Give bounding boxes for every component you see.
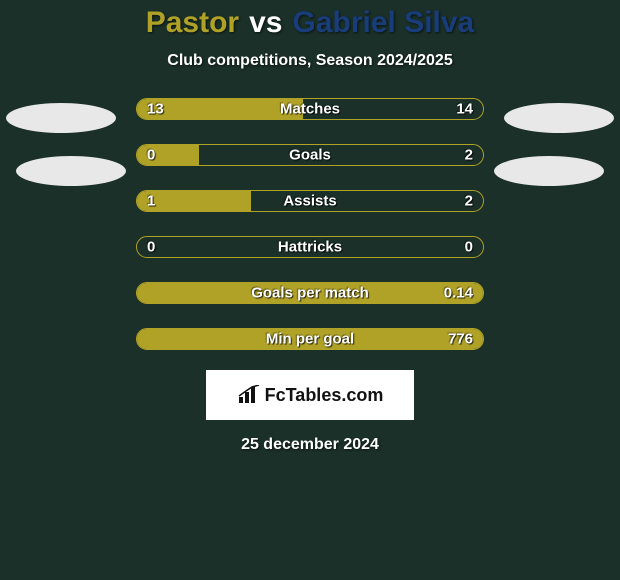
- stat-bar: 0 0 Hattricks: [136, 236, 484, 258]
- stat-right-value: 2: [465, 193, 473, 210]
- stat-left-value: 0: [147, 147, 155, 164]
- logo-text: FcTables.com: [265, 385, 384, 406]
- stat-label: Matches: [280, 101, 340, 118]
- stat-bar: 1 2 Assists: [136, 190, 484, 212]
- player2-name: Gabriel Silva: [292, 6, 474, 40]
- stat-label: Goals per match: [251, 285, 369, 302]
- vs-text: vs: [249, 6, 282, 40]
- date-text: 25 december 2024: [241, 436, 379, 454]
- player-photo-placeholder: [494, 156, 604, 186]
- bar-chart-icon: [237, 385, 261, 405]
- player-photo-placeholder: [16, 156, 126, 186]
- stat-right-value: 0: [465, 239, 473, 256]
- stat-label: Hattricks: [278, 239, 342, 256]
- stat-left-value: 13: [147, 101, 164, 118]
- player1-name: Pastor: [146, 6, 239, 40]
- stat-right-value: 14: [456, 101, 473, 118]
- subtitle: Club competitions, Season 2024/2025: [167, 52, 452, 70]
- stat-right-value: 0.14: [444, 285, 473, 302]
- comparison-title: Pastor vs Gabriel Silva: [146, 6, 475, 40]
- stat-bar: 0 2 Goals: [136, 144, 484, 166]
- stat-bar: 776 Min per goal: [136, 328, 484, 350]
- stat-right-value: 776: [448, 331, 473, 348]
- player-photo-placeholder: [504, 103, 614, 133]
- stats-area: 13 14 Matches 0 2 Goals 1 2 Assists 0 0 Hattricks 0.…: [0, 98, 620, 350]
- stat-right-value: 2: [465, 147, 473, 164]
- stat-label: Goals: [289, 147, 331, 164]
- fctables-logo: FcTables.com: [206, 370, 414, 420]
- stat-label: Min per goal: [266, 331, 354, 348]
- stat-bar: 0.14 Goals per match: [136, 282, 484, 304]
- stat-label: Assists: [283, 193, 336, 210]
- stat-bar: 13 14 Matches: [136, 98, 484, 120]
- player-photo-placeholder: [6, 103, 116, 133]
- stat-left-value: 1: [147, 193, 155, 210]
- stat-left-value: 0: [147, 239, 155, 256]
